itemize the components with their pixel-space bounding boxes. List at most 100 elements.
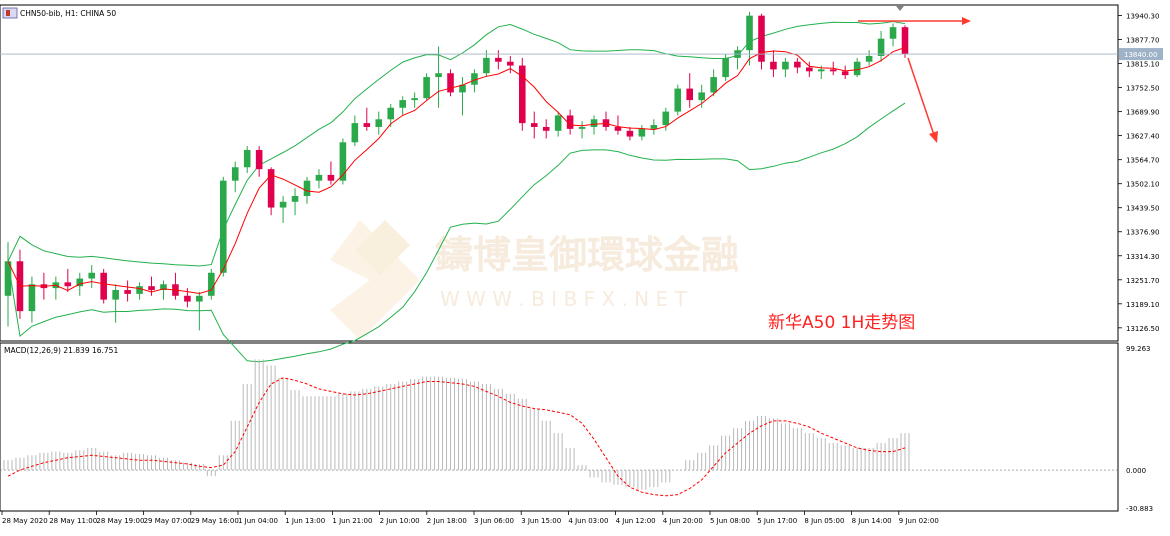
candle-body (64, 282, 72, 287)
candle-body (758, 15, 765, 62)
candle-body (817, 69, 825, 72)
candle-body (877, 38, 885, 56)
time-tick-label: 3 Jun 06:00 (474, 517, 514, 525)
candle (124, 280, 131, 302)
candle-body (291, 196, 299, 202)
candle (423, 73, 430, 101)
candle-body (160, 284, 167, 291)
symbol-label: CHN50-bib, H1: CHINA 50 (20, 9, 116, 18)
candle-body (614, 126, 622, 131)
candle-body (829, 69, 837, 72)
candle-body (423, 77, 430, 99)
price-tick-label: 13314.30 (1126, 253, 1159, 261)
candle (387, 103, 395, 127)
time-tick-label: 3 Jun 15:00 (521, 517, 561, 525)
candle-body (794, 61, 801, 68)
bollinger-lower-line (7, 102, 906, 363)
candle (471, 69, 478, 93)
watermark-name: 鑄博皇御環球金融 (435, 233, 739, 277)
candle-body (363, 123, 371, 127)
candle (88, 265, 96, 289)
candle-body (4, 261, 12, 296)
candle (686, 73, 694, 108)
price-tick-label: 13126.50 (1126, 325, 1159, 333)
candle (399, 96, 406, 116)
candle-body (889, 27, 897, 39)
candle (566, 109, 574, 135)
time-tick-label: 29 May 07:00 (144, 517, 192, 525)
candle-body (554, 115, 562, 131)
time-tick-label: 8 Jun 14:00 (852, 517, 892, 525)
price-tick-label: 13627.40 (1126, 133, 1159, 141)
candle (518, 57, 526, 131)
candle (758, 13, 765, 70)
candle (112, 284, 119, 323)
candle (411, 92, 418, 108)
price-tick-label: 13815.10 (1126, 61, 1159, 69)
candle (853, 57, 861, 78)
candle (255, 146, 263, 177)
candle (375, 111, 383, 135)
time-tick-label: 29 May 16:00 (191, 517, 239, 525)
candle (196, 291, 203, 331)
candle-body (435, 73, 442, 78)
candle (4, 242, 12, 327)
candle-body (662, 111, 670, 126)
candle-body (518, 65, 526, 124)
candle (614, 115, 622, 135)
candle-body (219, 180, 227, 273)
candle-body (710, 77, 717, 93)
candle (28, 276, 36, 323)
candle (243, 146, 251, 173)
time-tick-label: 28 May 19:00 (96, 517, 144, 525)
candle (507, 55, 514, 74)
candle-body (100, 272, 107, 300)
candle (901, 25, 909, 58)
time-tick-label: 1 Jun 21:00 (332, 517, 372, 525)
candle-body (88, 272, 96, 279)
candle (447, 69, 454, 97)
candle-body (315, 174, 323, 181)
macd-tick-label: 99.263 (1126, 345, 1151, 353)
candle-body (399, 100, 406, 108)
annotation-text: 新华A50 1H走势图 (768, 313, 915, 333)
candle-body (578, 126, 586, 129)
candle (889, 23, 897, 47)
candle (770, 50, 777, 78)
price-tick-label: 13251.70 (1126, 277, 1159, 285)
price-tick-label: 13689.90 (1126, 109, 1159, 117)
macd-tick-label: 0.000 (1126, 467, 1146, 475)
candle (208, 268, 215, 300)
candle-body (507, 61, 514, 66)
candle-body (28, 284, 36, 312)
candle-body (339, 142, 347, 181)
time-tick-label: 2 Jun 18:00 (427, 517, 467, 525)
candle-body (806, 67, 813, 72)
price-tick-label: 13502.10 (1126, 181, 1159, 189)
candle-body (483, 57, 490, 74)
candle-body (327, 174, 335, 181)
macd-label: MACD(12,26,9) 21.839 16.751 (4, 346, 118, 355)
time-tick-label: 5 Jun 08:00 (710, 517, 750, 525)
candle (148, 276, 155, 296)
candle-body (459, 84, 466, 93)
watermark-logo (330, 220, 420, 340)
current-price-badge (1119, 48, 1163, 61)
candle-body (411, 98, 418, 101)
time-tick-label: 2 Jun 10:00 (380, 517, 420, 525)
candle (219, 176, 227, 277)
candle (794, 57, 801, 74)
candle (530, 111, 538, 139)
candle (435, 46, 442, 108)
candle (710, 69, 717, 97)
candle-body (447, 73, 454, 93)
candle-body (196, 295, 203, 302)
time-tick-label: 4 Jun 03:00 (568, 517, 608, 525)
candle-body (255, 149, 263, 170)
candle-body (124, 290, 131, 294)
candle (590, 115, 598, 135)
candle-body (722, 57, 729, 78)
time-tick-label: 8 Jun 05:00 (804, 517, 844, 525)
window-icon-inner (6, 10, 10, 16)
